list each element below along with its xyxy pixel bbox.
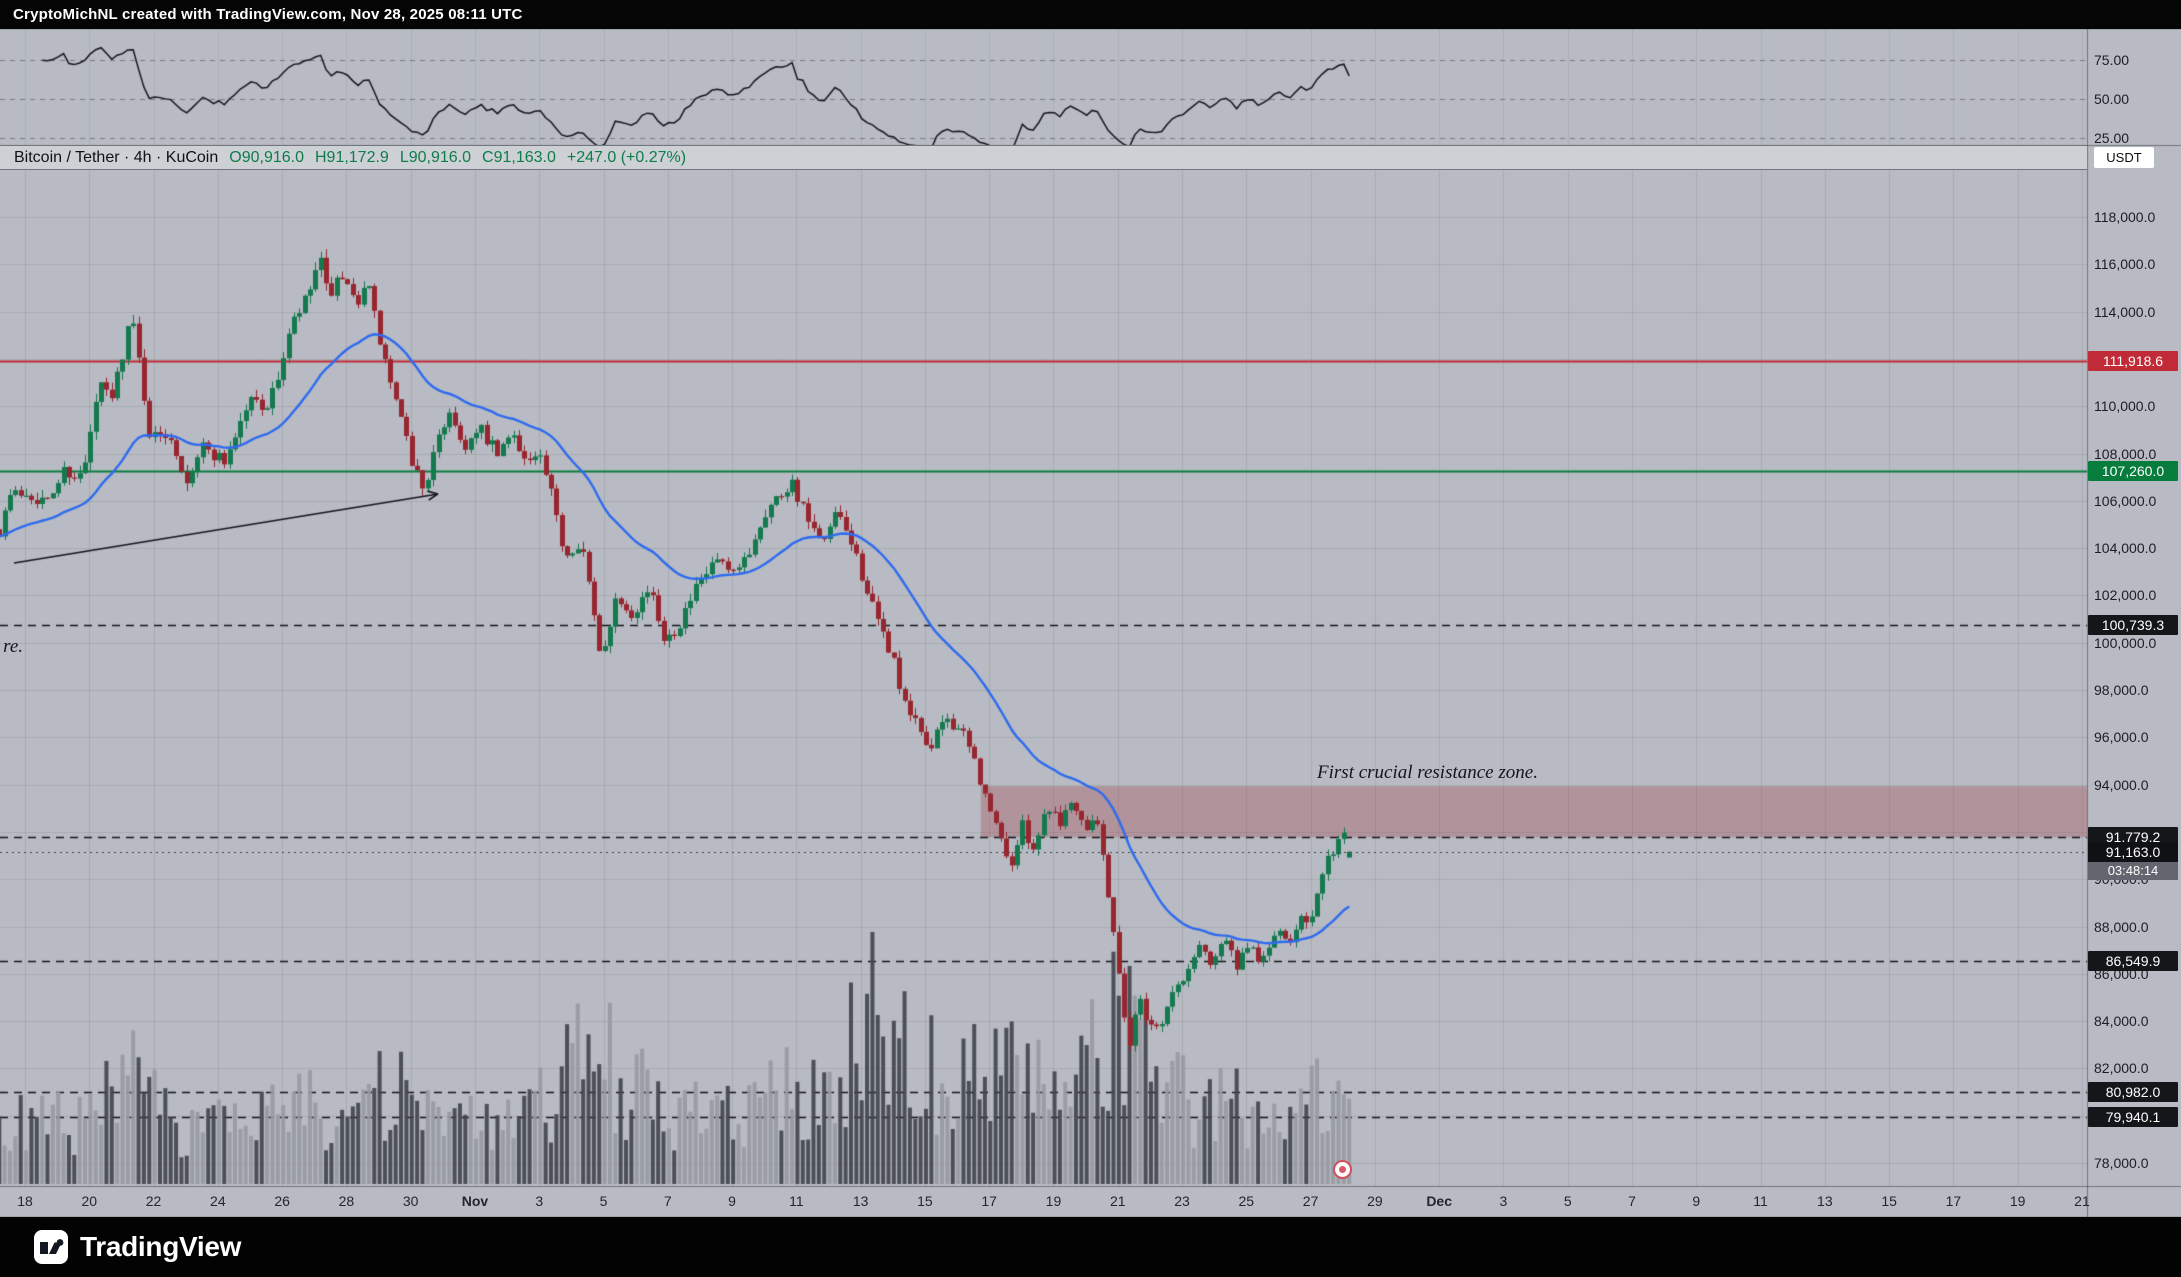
watermark-bar: CryptoMichNL created with TradingView.co… [0, 0, 2181, 29]
price-tick-label: 106,000.0 [2094, 492, 2157, 509]
price-level-label: 107,260.0 [2088, 461, 2178, 481]
rsi-tick-label: 50.00 [2094, 91, 2130, 107]
rsi-tick-label: 75.00 [2094, 52, 2130, 68]
date-label: 18 [17, 1193, 33, 1209]
symbol-info-bar: Bitcoin / Tether · 4h · KuCoin O90,916.0… [0, 145, 2087, 170]
date-label: Nov [461, 1193, 489, 1209]
event-marker-dot [1338, 1166, 1346, 1173]
date-label: 3 [1499, 1193, 1508, 1209]
date-label: 21 [2074, 1193, 2090, 1209]
bar-countdown: 03:48:14 [2088, 861, 2178, 880]
date-label: 22 [145, 1193, 162, 1209]
price-tick-label: 110,000.0 [2094, 398, 2156, 415]
date-label: Dec [1426, 1193, 1452, 1209]
price-tick-label: 98,000.0 [2094, 682, 2149, 698]
date-label: 19 [1045, 1193, 1062, 1209]
date-label: 19 [2009, 1193, 2026, 1209]
price-tick-label: 88,000.0 [2094, 918, 2149, 935]
ohlc-low: L90,916.0 [399, 148, 472, 166]
price-tick-label: 94,000.0 [2094, 776, 2149, 793]
date-label: 30 [402, 1193, 419, 1209]
date-label: 7 [663, 1193, 672, 1209]
price-tick-label: 96,000.0 [2094, 729, 2149, 746]
date-label: 21 [1109, 1193, 1126, 1209]
price-tick-label: 78,000.0 [2094, 1155, 2149, 1171]
resistance-zone-annotation-text[interactable]: First crucial resistance zone. [1317, 762, 1538, 784]
price-tick-label: 84,000.0 [2094, 1013, 2149, 1030]
ohlc-open: O90,916.0 [229, 148, 304, 166]
date-label: 5 [599, 1193, 608, 1209]
date-label: 13 [1817, 1193, 1833, 1209]
date-label: 20 [81, 1193, 98, 1209]
price-tick-label: 108,000.0 [2094, 445, 2157, 462]
date-label: 3 [535, 1193, 544, 1209]
symbol-title[interactable]: Bitcoin / Tether · 4h · KuCoin [14, 148, 219, 166]
footer-bar: TradingView [0, 1217, 2181, 1277]
tradingview-logo-icon[interactable] [34, 1230, 68, 1264]
date-label: 17 [1945, 1193, 1962, 1209]
price-tick-label: 118,000.0 [2094, 209, 2156, 225]
last-price-label: 91,163.0 03:48:14 [2088, 841, 2178, 880]
watermark-text: CryptoMichNL created with TradingView.co… [13, 6, 523, 23]
ohlc-close: C91,163.0 [482, 148, 556, 166]
date-label: 23 [1174, 1193, 1190, 1209]
price-tick-label: 102,000.0 [2094, 587, 2157, 604]
date-label: 11 [1753, 1193, 1768, 1209]
date-label: 25 [1238, 1193, 1255, 1209]
date-label: 13 [852, 1193, 869, 1209]
price-tick-label: 100,000.0 [2094, 634, 2157, 651]
price-tick-label: 116,000.0 [2094, 256, 2156, 273]
date-label: 29 [1367, 1193, 1383, 1209]
date-label: 11 [789, 1193, 804, 1209]
last-price-value: 91,163.0 [2088, 841, 2178, 862]
event-marker-icon[interactable] [1332, 1160, 1352, 1179]
date-label: 26 [274, 1193, 290, 1209]
date-label: 9 [728, 1193, 736, 1209]
date-label: 28 [338, 1193, 355, 1209]
price-level-label: 86,549.9 [2088, 950, 2178, 971]
ohlc-high: H91,172.9 [314, 148, 389, 166]
price-tick-label: 82,000.0 [2094, 1060, 2149, 1077]
price-tick-label: 114,000.0 [2094, 303, 2156, 320]
date-label: 17 [981, 1193, 997, 1209]
date-label: 24 [210, 1193, 226, 1209]
tradingview-wordmark[interactable]: TradingView [80, 1231, 242, 1262]
price-level-label: 80,982.0 [2088, 1082, 2178, 1103]
date-label: 15 [1881, 1193, 1897, 1209]
price-level-label: 100,739.3 [2088, 615, 2178, 636]
price-tick-label: 104,000.0 [2094, 540, 2157, 557]
date-label: 7 [1628, 1193, 1636, 1209]
rsi-tick-label: 25.00 [2094, 130, 2130, 146]
date-label: 5 [1563, 1193, 1572, 1209]
ohlc-change: +247.0 (+0.27%) [566, 148, 687, 166]
price-level-label: 79,940.1 [2088, 1107, 2178, 1128]
left-truncated-annotation-text[interactable]: re. [3, 635, 24, 657]
date-label: 9 [1692, 1193, 1701, 1209]
date-label: 27 [1302, 1193, 1319, 1209]
currency-toggle-button[interactable]: USDT [2094, 147, 2154, 168]
date-label: 15 [917, 1193, 933, 1209]
price-level-label: 111,918.6 [2088, 350, 2178, 371]
